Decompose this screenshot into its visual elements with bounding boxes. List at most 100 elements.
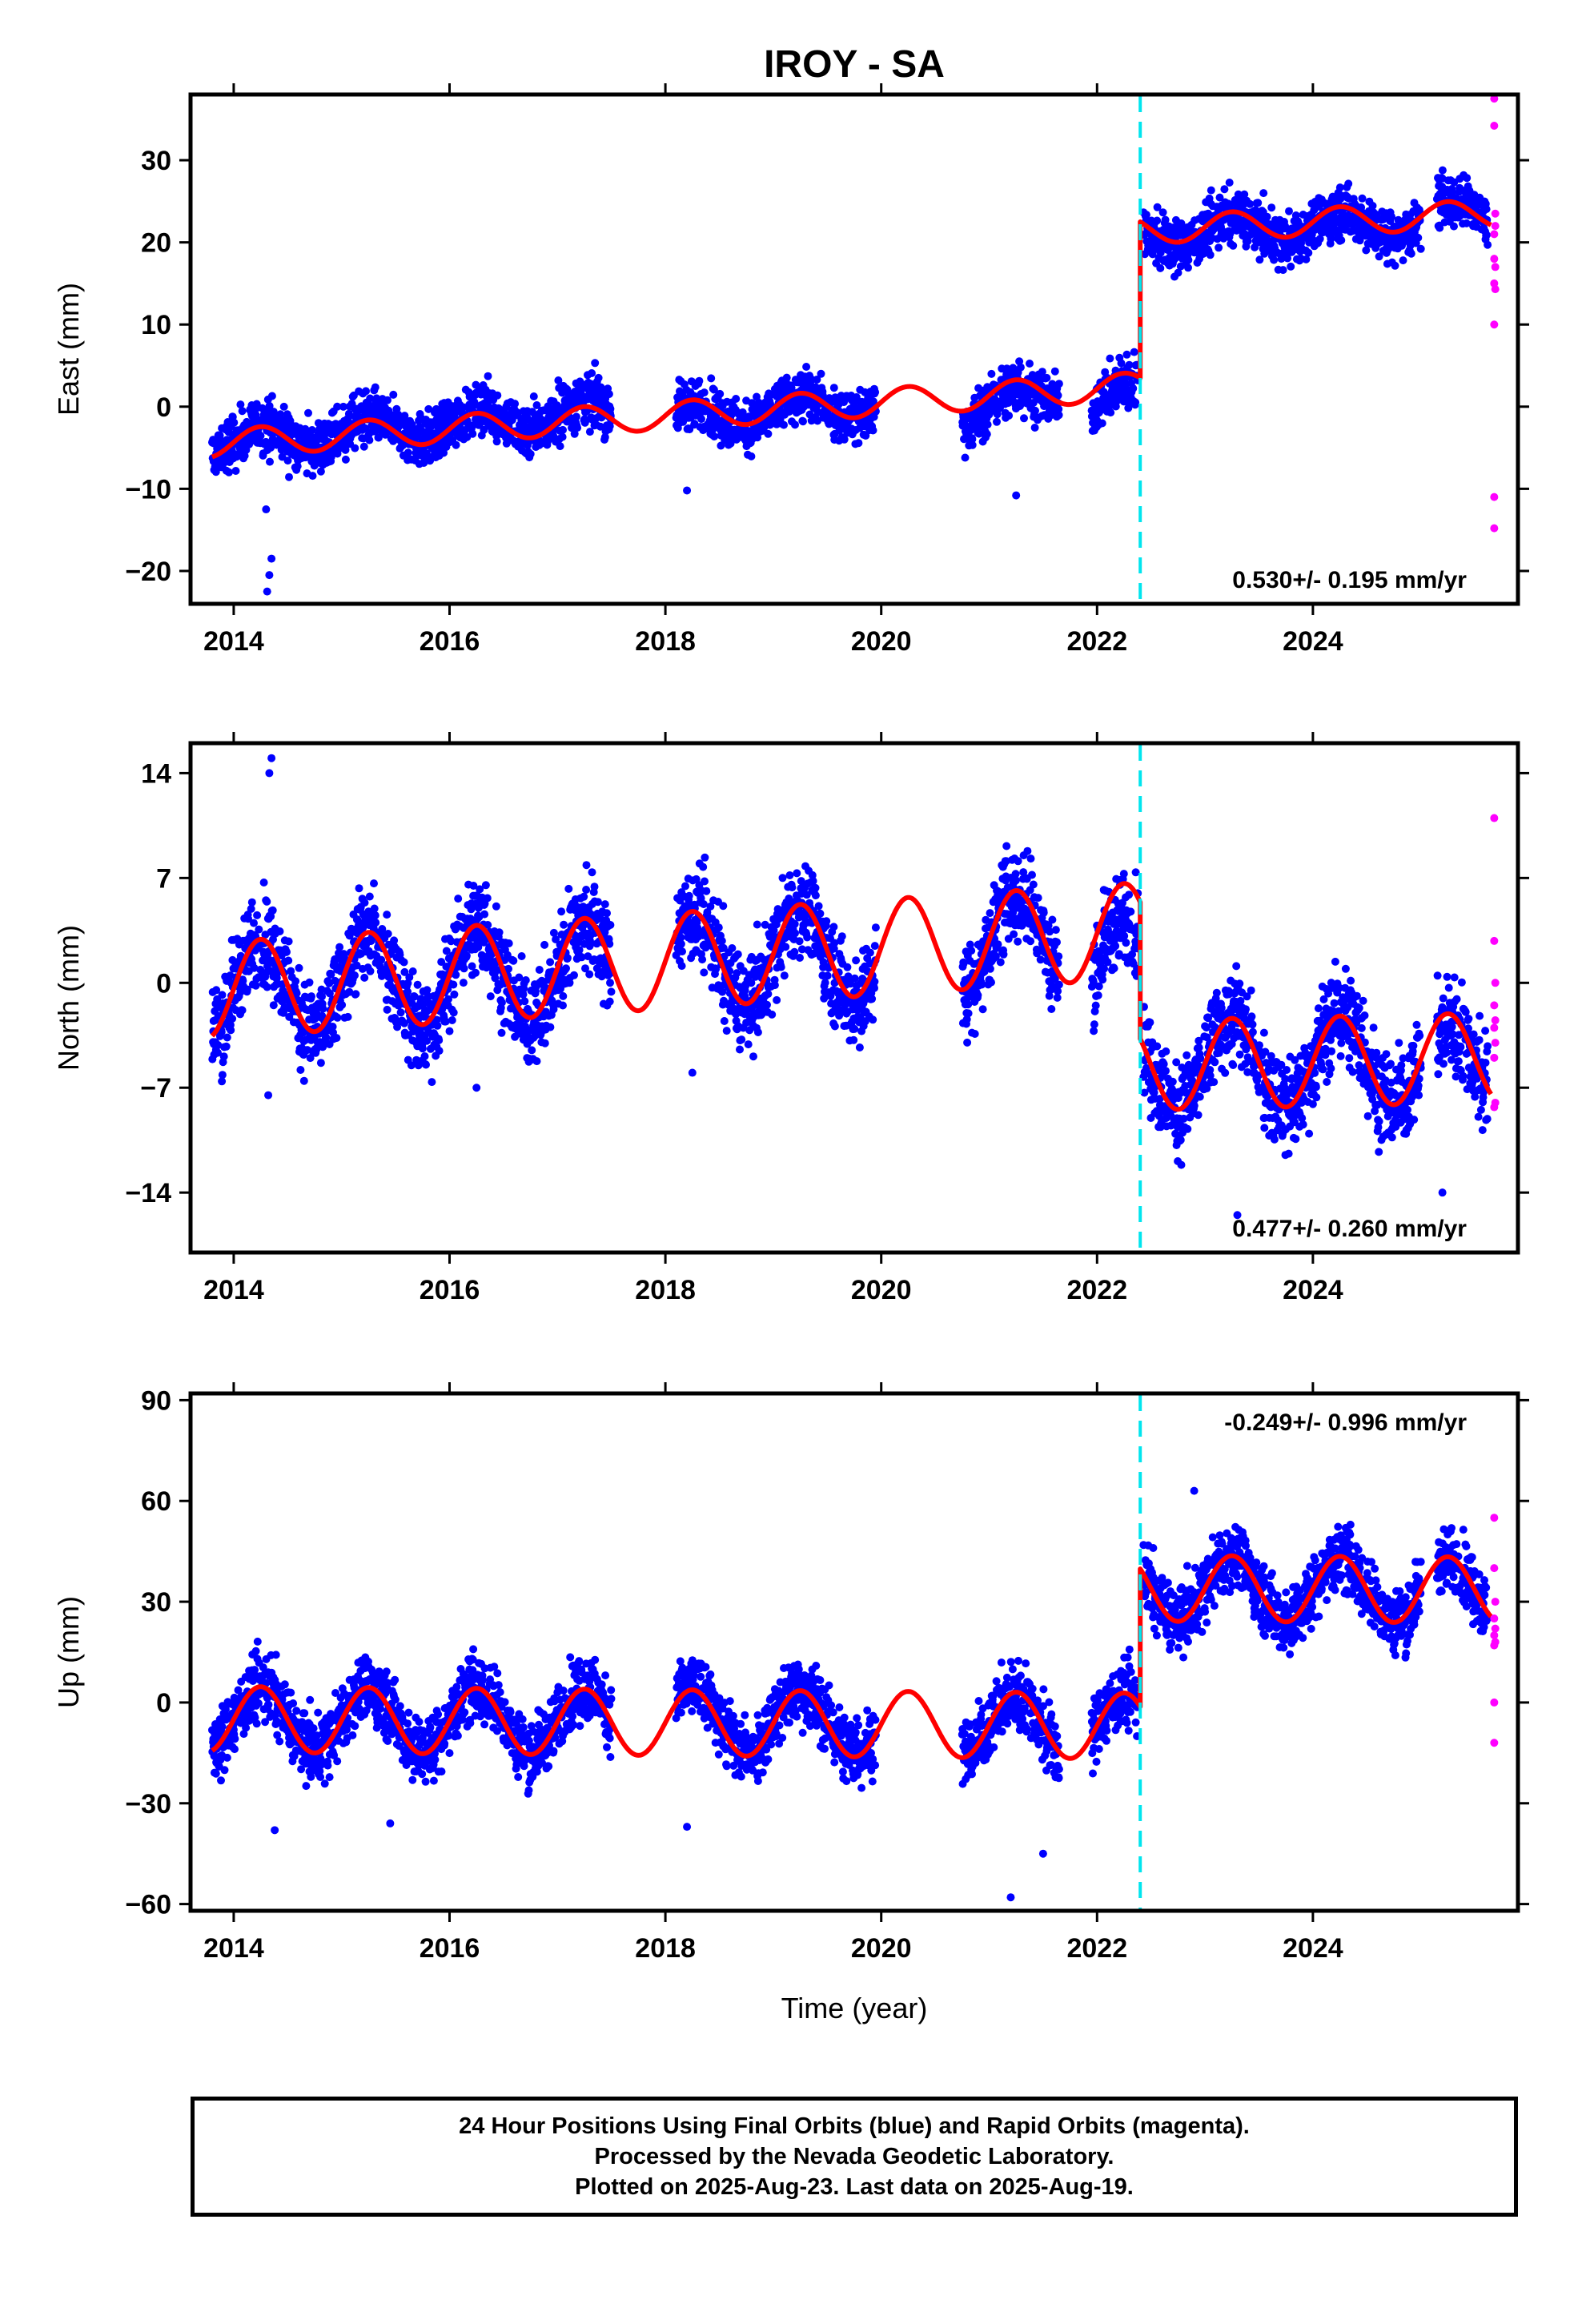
north-point (593, 898, 602, 907)
east-point (1016, 363, 1025, 372)
north-point (343, 1012, 352, 1021)
north-point (780, 971, 789, 980)
north-point (605, 939, 614, 948)
east-point (854, 439, 863, 448)
north-point (263, 983, 271, 991)
north-point (390, 936, 399, 945)
north-point (416, 1026, 424, 1035)
north-point (773, 995, 781, 1004)
north-point (365, 892, 374, 901)
east-point (570, 429, 579, 438)
east-point (256, 432, 265, 440)
east-point (700, 388, 709, 397)
east-point (492, 437, 501, 446)
north-point (830, 939, 839, 947)
north-point (549, 1005, 558, 1014)
east-rapid-point (1490, 255, 1499, 263)
east-rapid-point (1490, 230, 1499, 239)
east-point (285, 472, 293, 481)
north-point (383, 1005, 391, 1014)
north-point (217, 1027, 226, 1036)
north-point (793, 869, 801, 878)
east-point (974, 429, 983, 438)
east-point (1362, 246, 1371, 255)
north-point (528, 1046, 536, 1055)
north-point (218, 1071, 227, 1080)
east-point (871, 388, 880, 396)
east-point (1285, 207, 1293, 215)
north-point (292, 989, 301, 998)
north-point (540, 1039, 549, 1047)
east-x-tick-label: 2024 (1283, 626, 1343, 657)
east-point (1270, 255, 1279, 264)
north-point (712, 965, 721, 974)
north-point (603, 909, 611, 918)
north-point (605, 997, 614, 1006)
east-point (1215, 193, 1224, 202)
north-point (250, 919, 258, 927)
north-point (753, 920, 761, 929)
north-point (557, 907, 566, 916)
north-point (481, 881, 490, 890)
east-point (987, 369, 996, 378)
east-point (1304, 248, 1313, 257)
east-point (279, 402, 288, 411)
north-point (870, 942, 879, 951)
north-point (849, 1035, 858, 1044)
north-point (371, 911, 379, 919)
east-point (966, 426, 975, 435)
east-point (1129, 384, 1138, 392)
east-point (1106, 408, 1115, 417)
east-point (493, 391, 502, 400)
east-point (780, 420, 788, 429)
north-point (284, 937, 293, 946)
east-point (1251, 243, 1259, 251)
east-point (1125, 360, 1134, 369)
north-point (577, 953, 586, 962)
north-plot-area (208, 754, 1500, 1220)
north-point (802, 891, 811, 899)
north-point (559, 1001, 567, 1010)
east-rate-label: 0.530+/- 0.195 mm/yr (1232, 567, 1467, 593)
east-point (588, 369, 596, 377)
east-point (359, 442, 368, 451)
north-point (811, 883, 820, 892)
north-point (247, 904, 255, 913)
north-point (744, 1040, 753, 1049)
north-point (291, 977, 300, 986)
north-point (829, 923, 838, 931)
north-point (462, 951, 471, 960)
north-point (509, 956, 518, 965)
north-point (468, 962, 476, 971)
east-point (1399, 256, 1407, 265)
north-point (764, 990, 773, 999)
north-point (739, 967, 748, 975)
east-point (532, 401, 541, 409)
north-point (546, 958, 555, 967)
north-point (285, 1012, 294, 1021)
north-point (714, 923, 723, 932)
north-point (733, 950, 742, 959)
north-point (823, 971, 832, 980)
east-point (1337, 236, 1346, 244)
east-point (1031, 406, 1039, 415)
east-rapid-point (1491, 285, 1500, 294)
north-point (563, 954, 572, 963)
east-point (606, 404, 615, 413)
north-point (328, 1023, 337, 1031)
north-point (275, 927, 284, 935)
north-point (423, 1036, 432, 1045)
east-point (365, 436, 374, 444)
east-point (1220, 185, 1229, 194)
east-point (1463, 174, 1472, 183)
east-point (594, 373, 603, 382)
figure-title: IROY - SA (764, 43, 945, 86)
east-point (716, 389, 725, 398)
east-point (1255, 255, 1264, 264)
east-outlier-point (265, 571, 274, 580)
north-point (449, 1008, 458, 1017)
east-point (252, 400, 261, 408)
north-point (360, 973, 369, 982)
east-point (709, 385, 718, 394)
north-point (706, 902, 715, 911)
